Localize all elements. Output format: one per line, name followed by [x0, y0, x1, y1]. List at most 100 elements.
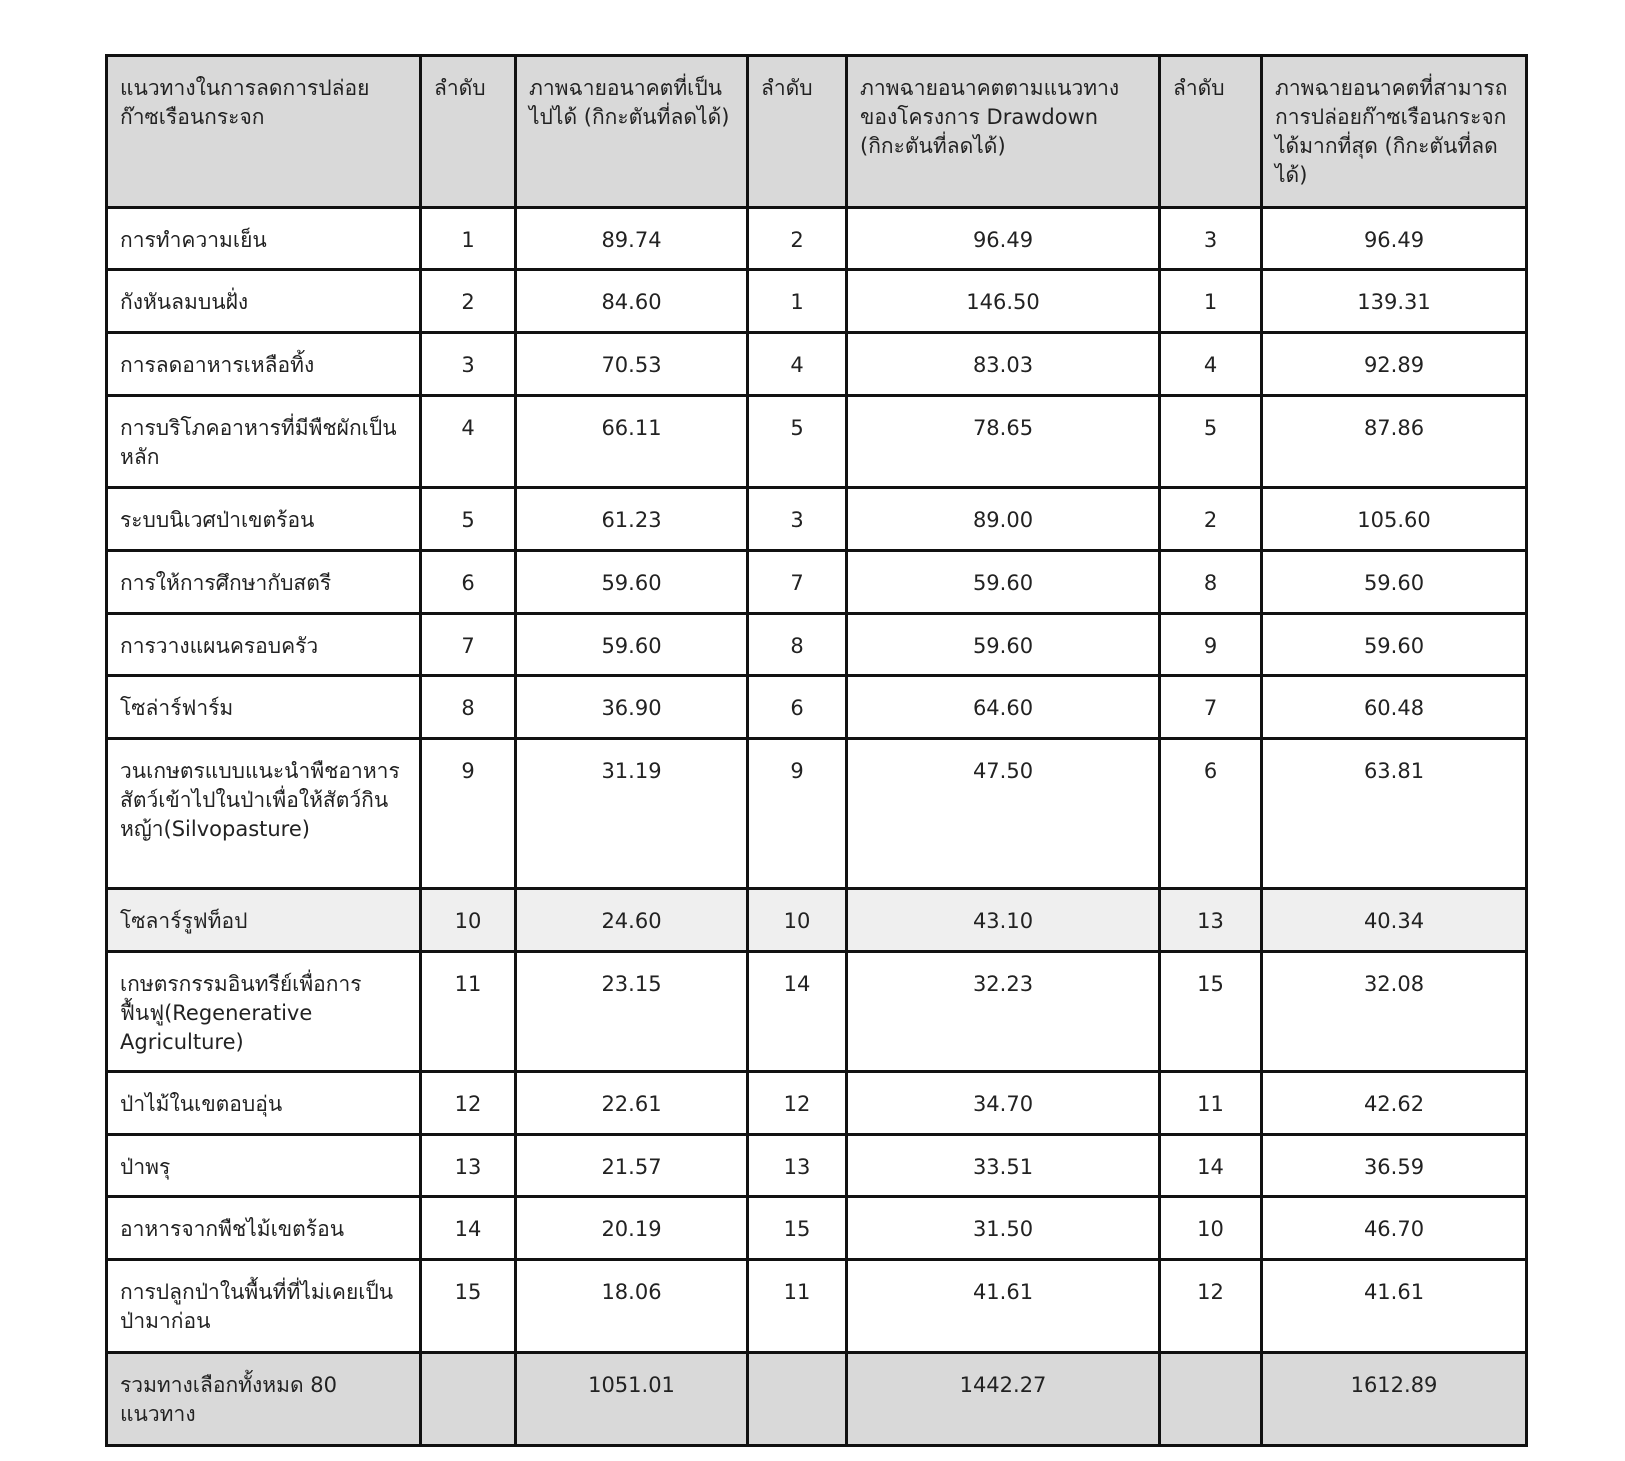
emissions-table: แนวทางในการลดการปล่อยก๊าซเรือนกระจก ลำดั… — [105, 54, 1528, 1447]
cell-drawdown-value: 41.61 — [845, 1258, 1161, 1354]
cell-drawdown-value: 32.23 — [845, 950, 1161, 1073]
total-rank-drawdown — [746, 1351, 848, 1447]
cell-drawdown-value: 96.49 — [845, 206, 1161, 271]
cell-rank-plausible: 2 — [419, 268, 517, 334]
cell-rank-plausible: 3 — [419, 331, 517, 397]
cell-rank-drawdown: 4 — [746, 331, 848, 397]
cell-plausible-value: 89.74 — [514, 206, 749, 271]
header-drawdown: ภาพฉายอนาคตตามแนวทางของโครงการ Drawdown … — [845, 54, 1161, 209]
cell-approach: การให้การศึกษากับสตรี — [105, 549, 422, 615]
cell-rank-drawdown: 8 — [746, 612, 848, 677]
cell-approach: กังหันลมบนฝั่ง — [105, 268, 422, 334]
cell-approach: ป่าไม้ในเขตอบอุ่น — [105, 1070, 422, 1136]
cell-plausible-value: 18.06 — [514, 1258, 749, 1354]
cell-rank-plausible: 5 — [419, 486, 517, 552]
cell-plausible-value: 59.60 — [514, 612, 749, 677]
cell-rank-drawdown: 6 — [746, 674, 848, 740]
cell-optimum-value: 63.81 — [1260, 737, 1528, 890]
cell-rank-optimum: 5 — [1158, 394, 1263, 489]
total-plausible-value: 1051.01 — [514, 1351, 749, 1447]
cell-rank-plausible: 12 — [419, 1070, 517, 1136]
cell-plausible-value: 24.60 — [514, 887, 749, 953]
total-rank-plausible — [419, 1351, 517, 1447]
cell-rank-optimum: 6 — [1158, 737, 1263, 890]
cell-optimum-value: 32.08 — [1260, 950, 1528, 1073]
cell-approach: การปลูกป่าในพื้นที่ที่ไม่เคยเป็นป่ามาก่อ… — [105, 1258, 422, 1354]
header-plausible: ภาพฉายอนาคตที่เป็นไปได้ (กิกะตันที่ลดได้… — [514, 54, 749, 209]
cell-optimum-value: 59.60 — [1260, 612, 1528, 677]
cell-drawdown-value: 78.65 — [845, 394, 1161, 489]
cell-approach: การบริโภคอาหารที่มีพืชผักเป็นหลัก — [105, 394, 422, 489]
cell-plausible-value: 36.90 — [514, 674, 749, 740]
cell-rank-optimum: 8 — [1158, 549, 1263, 615]
cell-drawdown-value: 31.50 — [845, 1195, 1161, 1261]
cell-optimum-value: 59.60 — [1260, 549, 1528, 615]
cell-rank-plausible: 11 — [419, 950, 517, 1073]
table-row: การให้การศึกษากับสตรี 6 59.60 7 59.60 8 59.60 — [105, 549, 1528, 615]
header-rank: ลำดับ — [746, 54, 848, 209]
total-approach: รวมทางเลือกทั้งหมด 80 แนวทาง — [105, 1351, 422, 1447]
table-row: ระบบนิเวศป่าเขตร้อน 5 61.23 3 89.00 2 105.60 — [105, 486, 1528, 552]
cell-optimum-value: 60.48 — [1260, 674, 1528, 740]
cell-plausible-value: 20.19 — [514, 1195, 749, 1261]
cell-optimum-value: 42.62 — [1260, 1070, 1528, 1136]
cell-plausible-value: 84.60 — [514, 268, 749, 334]
cell-drawdown-value: 34.70 — [845, 1070, 1161, 1136]
cell-optimum-value: 40.34 — [1260, 887, 1528, 953]
cell-approach: ระบบนิเวศป่าเขตร้อน — [105, 486, 422, 552]
table-row: ป่าพรุ 13 21.57 13 33.51 14 36.59 — [105, 1133, 1528, 1198]
header-row: แนวทางในการลดการปล่อยก๊าซเรือนกระจก ลำดั… — [105, 54, 1528, 209]
cell-drawdown-value: 33.51 — [845, 1133, 1161, 1198]
table-row: โซลาร์รูฟท็อป 10 24.60 10 43.10 13 40.34 — [105, 887, 1528, 953]
cell-rank-optimum: 3 — [1158, 206, 1263, 271]
total-optimum-value: 1612.89 — [1260, 1351, 1528, 1447]
cell-drawdown-value: 146.50 — [845, 268, 1161, 334]
cell-optimum-value: 92.89 — [1260, 331, 1528, 397]
cell-rank-optimum: 7 — [1158, 674, 1263, 740]
cell-drawdown-value: 64.60 — [845, 674, 1161, 740]
cell-rank-plausible: 4 — [419, 394, 517, 489]
cell-rank-drawdown: 13 — [746, 1133, 848, 1198]
cell-drawdown-value: 59.60 — [845, 612, 1161, 677]
total-row: รวมทางเลือกทั้งหมด 80 แนวทาง 1051.01 1442.… — [105, 1351, 1528, 1447]
cell-plausible-value: 59.60 — [514, 549, 749, 615]
cell-rank-plausible: 15 — [419, 1258, 517, 1354]
cell-plausible-value: 31.19 — [514, 737, 749, 890]
table-row: วนเกษตรแบบแนะนำพืชอาหารสัตว์เข้าไปในป่าเ… — [105, 737, 1528, 890]
cell-approach: ป่าพรุ — [105, 1133, 422, 1198]
cell-approach: เกษตรกรรมอินทรีย์เพื่อการฟื้นฟู(Regenera… — [105, 950, 422, 1073]
cell-rank-optimum: 12 — [1158, 1258, 1263, 1354]
cell-rank-drawdown: 1 — [746, 268, 848, 334]
table-row: ป่าไม้ในเขตอบอุ่น 12 22.61 12 34.70 11 42.62 — [105, 1070, 1528, 1136]
cell-optimum-value: 96.49 — [1260, 206, 1528, 271]
cell-approach: โซล่าร์ฟาร์ม — [105, 674, 422, 740]
cell-plausible-value: 23.15 — [514, 950, 749, 1073]
table-row: การลดอาหารเหลือทิ้ง 3 70.53 4 83.03 4 92.89 — [105, 331, 1528, 397]
cell-rank-plausible: 9 — [419, 737, 517, 890]
header-rank: ลำดับ — [1158, 54, 1263, 209]
cell-approach: การลดอาหารเหลือทิ้ง — [105, 331, 422, 397]
cell-rank-optimum: 4 — [1158, 331, 1263, 397]
table-row: โซล่าร์ฟาร์ม 8 36.90 6 64.60 7 60.48 — [105, 674, 1528, 740]
table-row: การทำความเย็น 1 89.74 2 96.49 3 96.49 — [105, 206, 1528, 271]
cell-optimum-value: 105.60 — [1260, 486, 1528, 552]
total-drawdown-value: 1442.27 — [845, 1351, 1161, 1447]
table-row: การปลูกป่าในพื้นที่ที่ไม่เคยเป็นป่ามาก่อ… — [105, 1258, 1528, 1354]
cell-optimum-value: 139.31 — [1260, 268, 1528, 334]
cell-rank-drawdown: 5 — [746, 394, 848, 489]
cell-optimum-value: 87.86 — [1260, 394, 1528, 489]
cell-rank-drawdown: 14 — [746, 950, 848, 1073]
cell-approach: การวางแผนครอบครัว — [105, 612, 422, 677]
cell-optimum-value: 36.59 — [1260, 1133, 1528, 1198]
cell-rank-drawdown: 3 — [746, 486, 848, 552]
cell-optimum-value: 41.61 — [1260, 1258, 1528, 1354]
table-row: การวางแผนครอบครัว 7 59.60 8 59.60 9 59.60 — [105, 612, 1528, 677]
header-approach: แนวทางในการลดการปล่อยก๊าซเรือนกระจก — [105, 54, 422, 209]
cell-rank-optimum: 1 — [1158, 268, 1263, 334]
cell-rank-optimum: 14 — [1158, 1133, 1263, 1198]
cell-drawdown-value: 83.03 — [845, 331, 1161, 397]
cell-rank-plausible: 8 — [419, 674, 517, 740]
total-rank-optimum — [1158, 1351, 1263, 1447]
header-rank: ลำดับ — [419, 54, 517, 209]
cell-rank-drawdown: 11 — [746, 1258, 848, 1354]
